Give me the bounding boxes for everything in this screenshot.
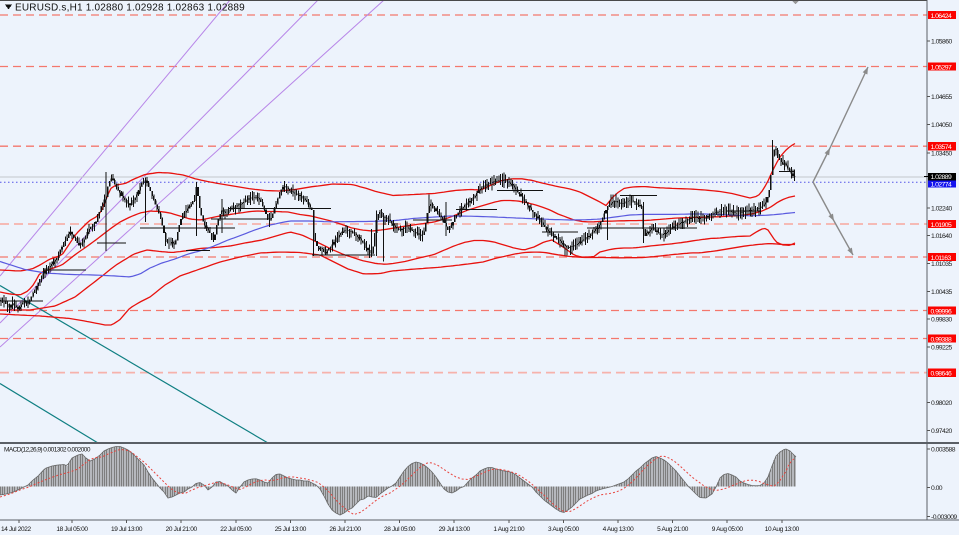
svg-text:20 Jul 21:00: 20 Jul 21:00: [166, 526, 198, 533]
svg-text:14 Jul 2022: 14 Jul 2022: [1, 526, 31, 533]
svg-text:0.97420: 0.97420: [931, 428, 952, 435]
svg-text:1.03574: 1.03574: [931, 144, 952, 151]
svg-text:29 Jul 13:00: 29 Jul 13:00: [439, 526, 471, 533]
svg-text:19 Jul 13:00: 19 Jul 13:00: [111, 526, 143, 533]
svg-text:4 Aug 13:00: 4 Aug 13:00: [603, 526, 635, 533]
svg-text:0.98020: 0.98020: [931, 400, 952, 407]
svg-text:0.99830: 0.99830: [931, 317, 952, 324]
svg-text:22 Jul 05:00: 22 Jul 05:00: [220, 526, 252, 533]
svg-text:1 Aug 21:00: 1 Aug 21:00: [493, 526, 525, 533]
svg-text:0.00: 0.00: [931, 485, 943, 492]
svg-text:1.04050: 1.04050: [931, 122, 952, 129]
svg-text:0.99388: 0.99388: [931, 337, 952, 344]
svg-text:0.99996: 0.99996: [931, 309, 952, 316]
svg-text:1.00435: 1.00435: [931, 289, 952, 296]
svg-text:1.01905: 1.01905: [931, 222, 952, 229]
svg-text:0.99225: 0.99225: [931, 345, 952, 352]
svg-text:28 Jul 05:00: 28 Jul 05:00: [384, 526, 416, 533]
svg-text:1.01640: 1.01640: [931, 233, 952, 240]
svg-text:1.06424: 1.06424: [931, 13, 952, 20]
svg-text:MACD(12,26,9) 0.001302 0.00200: MACD(12,26,9) 0.001302 0.002000: [4, 447, 91, 454]
svg-text:1.01035: 1.01035: [931, 261, 952, 268]
svg-text:1.05297: 1.05297: [931, 65, 952, 72]
svg-text:0.003588: 0.003588: [931, 447, 956, 454]
svg-text:1.01163: 1.01163: [931, 255, 952, 262]
svg-text:1.02889: 1.02889: [931, 174, 952, 181]
svg-text:EURUSD.s,H1 1.02880 1.02928 1: EURUSD.s,H1 1.02880 1.02928 1.02863 1.02…: [15, 3, 245, 14]
svg-text:9 Aug 05:00: 9 Aug 05:00: [712, 526, 744, 533]
svg-text:3 Aug 05:00: 3 Aug 05:00: [548, 526, 580, 533]
svg-text:1.05860: 1.05860: [931, 39, 952, 46]
svg-text:1.02240: 1.02240: [931, 205, 952, 212]
svg-text:-0.003009: -0.003009: [931, 514, 957, 521]
svg-text:25 Jul 13:00: 25 Jul 13:00: [275, 526, 307, 533]
svg-text:1.04655: 1.04655: [931, 94, 952, 101]
svg-text:0.98646: 0.98646: [931, 371, 952, 378]
svg-text:1.02774: 1.02774: [931, 182, 952, 189]
svg-text:10 Aug 13:00: 10 Aug 13:00: [765, 526, 800, 533]
svg-text:1.03450: 1.03450: [931, 150, 952, 157]
svg-text:5 Aug 21:00: 5 Aug 21:00: [657, 526, 689, 533]
svg-text:26 Jul 21:00: 26 Jul 21:00: [329, 526, 361, 533]
svg-text:18 Jul 05:00: 18 Jul 05:00: [56, 526, 88, 533]
